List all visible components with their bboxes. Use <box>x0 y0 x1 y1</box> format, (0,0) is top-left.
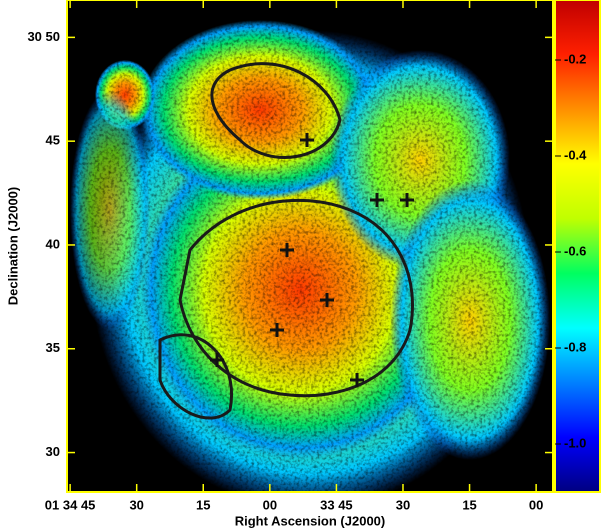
colorbar-tick-label: -0.2 <box>564 51 586 66</box>
x-tick-label: 00 <box>529 497 543 512</box>
colorbar-tick-label: -0.4 <box>564 147 587 162</box>
sky-image <box>67 0 553 492</box>
x-tick-label: 15 <box>462 497 476 512</box>
x-tick-label: 01 34 45 <box>45 497 96 512</box>
x-axis-label: Right Ascension (J2000) <box>235 513 386 528</box>
y-tick-label: 30 50 <box>27 29 60 44</box>
colorbar-scale <box>554 0 601 493</box>
colorbar-tick-label: -0.8 <box>564 339 586 354</box>
x-tick-label: 00 <box>263 497 277 512</box>
y-tick-label: 45 <box>46 133 60 148</box>
x-tick-label: 30 <box>396 497 410 512</box>
y-axis-label: Declination (J2000) <box>5 187 20 306</box>
colorbar: -0.2 -0.4 -0.6 -0.8 -1.0 <box>554 0 601 493</box>
y-tick-label: 30 <box>46 444 60 459</box>
y-tick-label: 40 <box>46 236 60 251</box>
x-tick-label: 33 45 <box>320 497 353 512</box>
colorbar-tick-label: -0.6 <box>564 243 586 258</box>
colorbar-tick-label: -1.0 <box>564 435 586 450</box>
x-tick-label: 15 <box>196 497 210 512</box>
y-tick-label: 35 <box>46 340 60 355</box>
x-tick-label: 30 <box>129 497 143 512</box>
plot-frame <box>66 0 554 493</box>
